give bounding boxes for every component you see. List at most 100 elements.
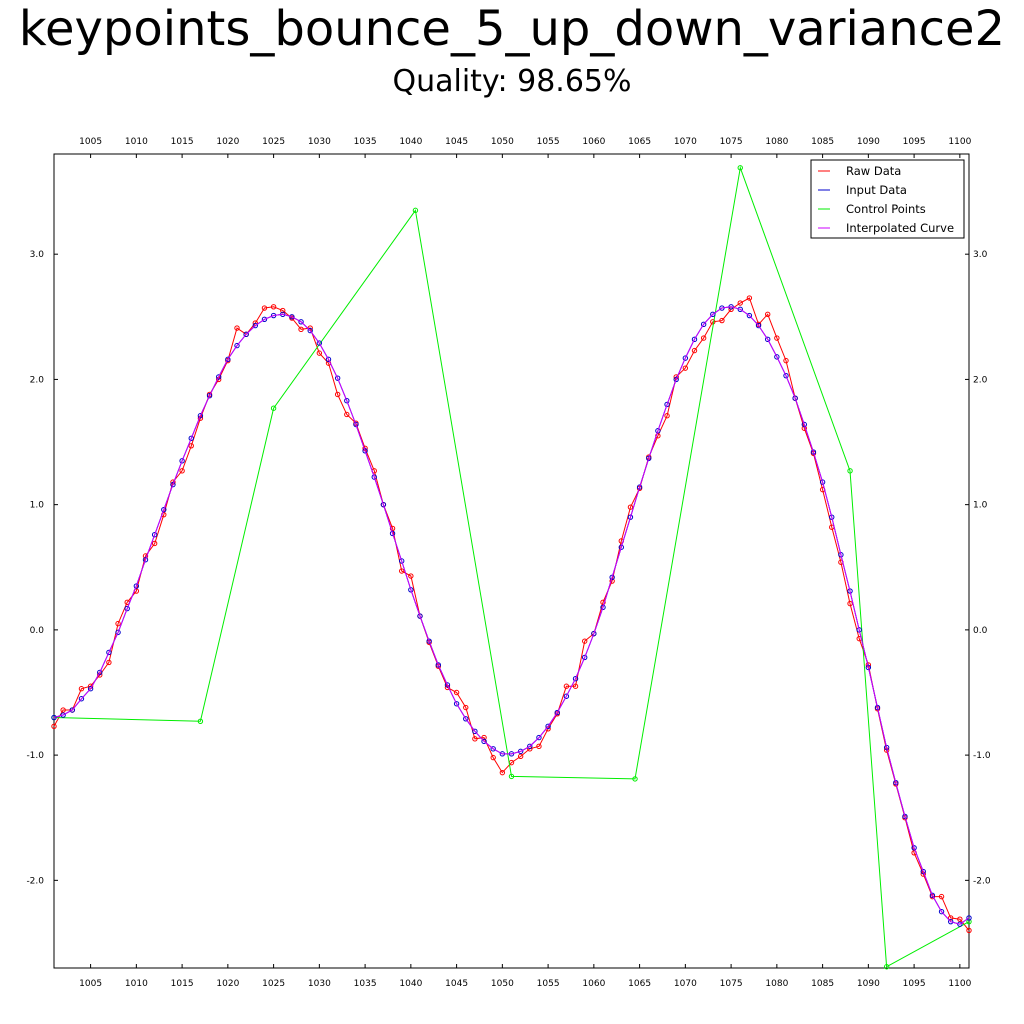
x-tick-label-bottom: 1035 xyxy=(354,979,377,989)
raw-data-point xyxy=(188,443,194,449)
y-tick-label-left: -2.0 xyxy=(26,876,44,886)
input-data-point xyxy=(838,552,844,558)
input-data-point xyxy=(792,395,798,401)
input-data-point xyxy=(371,474,377,480)
input-data-point xyxy=(124,605,130,612)
x-tick-label-top: 1040 xyxy=(399,137,422,147)
input-data-point xyxy=(97,669,103,676)
input-data-point xyxy=(517,748,524,755)
raw-data-point xyxy=(261,305,268,311)
control-points-point xyxy=(197,718,204,724)
raw-data-point xyxy=(765,311,771,317)
x-tick-label-top: 1075 xyxy=(720,137,743,147)
x-tick-label-top: 1085 xyxy=(811,137,834,147)
input-data-point xyxy=(197,413,204,419)
input-data-point xyxy=(51,714,57,721)
raw-data-point xyxy=(490,754,496,761)
raw-data-point xyxy=(682,365,689,371)
control-points-point xyxy=(412,207,419,214)
raw-data-point xyxy=(408,573,414,579)
x-tick-label-top: 1070 xyxy=(674,137,697,147)
input-data-point xyxy=(829,514,835,520)
x-tick-label-bottom: 1015 xyxy=(171,979,194,989)
input-data-point xyxy=(188,435,194,441)
input-data-point xyxy=(133,583,140,589)
y-tick-label-left: 3.0 xyxy=(30,250,45,260)
x-tick-label-top: 1030 xyxy=(308,137,331,147)
input-data-point xyxy=(819,479,826,485)
input-data-point xyxy=(78,696,85,702)
input-data-point xyxy=(746,312,753,319)
input-data-point xyxy=(206,392,213,399)
raw-data-point xyxy=(582,638,588,644)
y-tick-label-left: 1.0 xyxy=(30,501,45,511)
x-tick-label-bottom: 1010 xyxy=(125,979,148,989)
input-data-point xyxy=(151,532,158,538)
input-data-point xyxy=(664,401,670,408)
x-tick-label-top: 1005 xyxy=(79,137,102,147)
input-data-point xyxy=(115,629,121,636)
raw-data-point xyxy=(389,525,396,532)
raw-data-point xyxy=(142,553,149,559)
raw-data-point xyxy=(453,689,460,696)
raw-data-point xyxy=(78,686,85,692)
input-data-point xyxy=(69,707,76,713)
input-data-point xyxy=(472,728,478,735)
x-tick-label-top: 1080 xyxy=(765,137,788,147)
raw-data-point xyxy=(517,753,524,760)
input-data-point xyxy=(737,306,743,312)
x-tick-label-bottom: 1090 xyxy=(857,979,880,989)
input-data-point xyxy=(362,448,368,454)
input-data-point xyxy=(408,587,414,593)
x-tick-label-bottom: 1095 xyxy=(903,979,926,989)
input-data-point xyxy=(490,746,496,752)
raw-data-point xyxy=(627,504,634,510)
input-data-point xyxy=(801,421,807,428)
input-data-point xyxy=(911,845,917,851)
input-data-point xyxy=(755,322,762,329)
x-tick-label-bottom: 1050 xyxy=(491,979,514,989)
input-data-point xyxy=(234,342,240,349)
control-points-point xyxy=(632,776,638,782)
input-data-point xyxy=(435,662,441,668)
input-data-point xyxy=(453,701,460,707)
raw-data-point xyxy=(948,915,954,921)
y-tick-label-right: 3.0 xyxy=(973,250,988,260)
input-data-point xyxy=(527,743,533,750)
control-points-line xyxy=(53,165,970,968)
raw-data-point xyxy=(746,295,753,301)
input-data-point xyxy=(783,372,789,379)
raw-data-point xyxy=(499,769,506,776)
input-data-point xyxy=(170,481,176,488)
input-data-point xyxy=(380,501,387,508)
raw-data-point xyxy=(536,743,542,750)
raw-data-point xyxy=(737,300,743,306)
raw-data-point xyxy=(234,325,240,331)
input-data-point xyxy=(765,336,771,343)
x-tick-label-top: 1095 xyxy=(903,137,926,147)
input-data-point xyxy=(389,530,396,537)
raw-data-point xyxy=(270,304,277,310)
input-data-point xyxy=(582,654,588,661)
input-data-point xyxy=(920,868,926,875)
legend-label-control-points: Control Points xyxy=(846,202,926,216)
y-tick-label-left: 0.0 xyxy=(30,626,45,636)
raw-data-point xyxy=(774,335,780,341)
input-data-point xyxy=(261,316,268,323)
input-data-point xyxy=(655,428,661,434)
input-data-point xyxy=(417,613,423,619)
raw-data-point xyxy=(151,540,158,547)
input-data-point xyxy=(673,376,679,383)
input-data-point xyxy=(307,327,313,334)
x-tick-label-top: 1010 xyxy=(125,137,148,147)
input-data-point xyxy=(481,738,487,745)
input-data-point xyxy=(893,779,899,786)
raw-data-point xyxy=(472,736,478,742)
input-data-point xyxy=(682,355,689,361)
control-points-point xyxy=(270,405,277,411)
raw-data-point xyxy=(298,326,304,333)
input-data-point xyxy=(106,649,112,656)
series-layer xyxy=(51,165,972,970)
raw-data-point xyxy=(600,599,606,606)
